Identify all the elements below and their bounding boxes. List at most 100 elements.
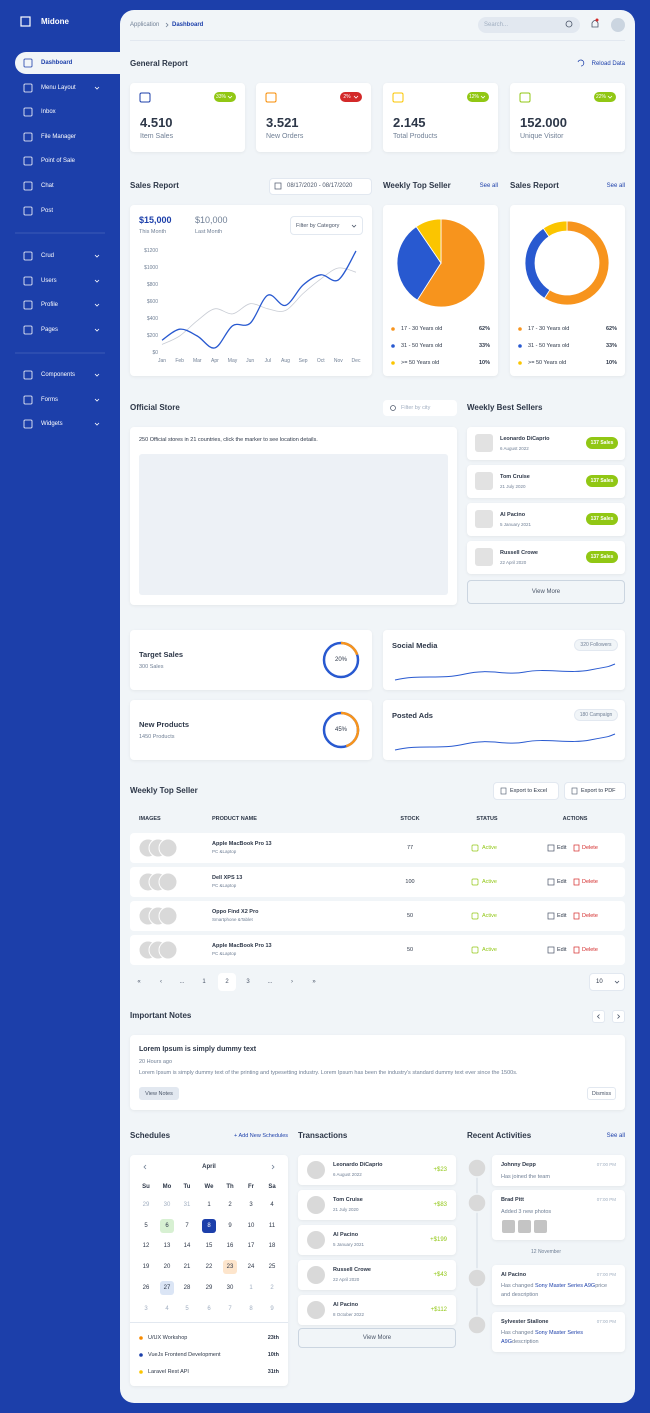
calendar-day[interactable]: 20 [163, 1264, 171, 1271]
dismiss-button[interactable] [587, 1087, 616, 1100]
page-link[interactable]: › [291, 979, 293, 985]
calendar-day[interactable]: 29 [142, 1202, 150, 1208]
menu-item[interactable]: Dashboard [41, 60, 73, 66]
view-notes-label[interactable]: View Notes [145, 1090, 173, 1097]
calendar-day[interactable]: 4 [270, 1202, 274, 1208]
see-all-link[interactable]: See all [606, 183, 625, 189]
calendar-day[interactable]: 13 [163, 1243, 171, 1250]
calendar-day[interactable]: 23 [226, 1264, 234, 1271]
page-link[interactable]: 2 [225, 979, 229, 985]
page-link[interactable]: ... [267, 979, 273, 985]
calendar-day[interactable]: 5 [144, 1222, 148, 1229]
see-all-link[interactable]: See all [479, 183, 498, 189]
edit-action[interactable]: Edit [557, 913, 567, 919]
menu-item[interactable]: Users [41, 278, 57, 284]
calendar-day[interactable]: 26 [142, 1284, 150, 1291]
export-label[interactable]: Export to Excel [510, 788, 547, 794]
calendar-day[interactable]: 19 [142, 1264, 150, 1271]
delete-action[interactable]: Delete [582, 879, 598, 885]
calendar-day[interactable]: 24 [247, 1264, 255, 1271]
calendar-day[interactable]: 15 [205, 1243, 213, 1250]
page-link[interactable]: » [312, 979, 316, 985]
calendar-day[interactable]: 3 [144, 1305, 148, 1312]
calendar-day[interactable]: 6 [165, 1222, 169, 1229]
dismiss-label[interactable]: Dismiss [591, 1090, 612, 1097]
calendar-day[interactable]: 30 [226, 1284, 234, 1291]
calendar-day[interactable]: 8 [207, 1222, 211, 1229]
see-all-link[interactable]: See all [606, 1133, 625, 1139]
breadcrumb[interactable]: Application [130, 22, 160, 28]
calendar-day[interactable]: 8 [249, 1305, 253, 1312]
note-nav-button[interactable] [612, 1010, 625, 1023]
page-size-select[interactable] [589, 973, 625, 991]
calendar-day[interactable]: 7 [185, 1222, 189, 1229]
menu-item[interactable]: Widgets [41, 421, 63, 427]
delete-action[interactable]: Delete [582, 947, 598, 953]
view-notes-button[interactable] [139, 1087, 179, 1100]
search-box[interactable] [478, 17, 580, 33]
view-more-button[interactable] [467, 580, 625, 604]
menu-item[interactable]: Point of Sale [41, 158, 76, 164]
date-range-box[interactable] [269, 178, 372, 195]
add-schedule-link[interactable]: + Add New Schedules [234, 1133, 288, 1139]
category-filter[interactable] [290, 216, 363, 235]
calendar-day[interactable]: 2 [228, 1202, 232, 1208]
calendar-day[interactable]: 22 [205, 1264, 213, 1271]
menu-item[interactable]: Pages [41, 327, 59, 333]
calendar-day[interactable]: 18 [268, 1243, 276, 1250]
menu-item[interactable]: Inbox [41, 109, 56, 115]
city-filter[interactable] [383, 400, 457, 416]
view-more-button[interactable] [298, 1328, 456, 1348]
export-button[interactable] [564, 782, 626, 800]
calendar-day[interactable]: 5 [185, 1305, 189, 1312]
menu-item[interactable]: Menu Layout [41, 85, 76, 91]
calendar-day[interactable]: 29 [205, 1284, 213, 1291]
calendar-day[interactable]: 9 [228, 1222, 232, 1229]
view-more-label[interactable]: View More [531, 589, 561, 595]
calendar-day[interactable]: 9 [270, 1305, 274, 1312]
activity-link[interactable]: Sony Master Series A9G [534, 1283, 596, 1289]
menu-item[interactable]: Components [41, 372, 76, 378]
delete-action[interactable]: Delete [582, 845, 598, 851]
menu-item[interactable]: Forms [41, 397, 58, 403]
calendar-day[interactable]: 3 [249, 1202, 253, 1208]
page-link[interactable]: 1 [202, 979, 206, 985]
calendar-day[interactable]: 28 [183, 1284, 191, 1291]
calendar-day[interactable]: 6 [207, 1305, 211, 1312]
calendar-day[interactable]: 7 [228, 1305, 232, 1312]
edit-action[interactable]: Edit [557, 845, 567, 851]
reload-link[interactable]: Reload Data [591, 61, 625, 67]
page-link[interactable]: ... [179, 979, 185, 985]
export-button[interactable] [493, 782, 559, 800]
delete-action[interactable]: Delete [582, 913, 598, 919]
calendar-day[interactable]: 4 [165, 1305, 169, 1312]
activity-link[interactable]: Sony Master Series A9G [501, 1330, 583, 1345]
calendar-day[interactable]: 25 [268, 1264, 276, 1271]
calendar-day[interactable]: 27 [163, 1284, 171, 1291]
calendar-day[interactable]: 10 [247, 1222, 255, 1229]
menu-item[interactable]: Profile [41, 302, 59, 308]
edit-action[interactable]: Edit [557, 879, 567, 885]
calendar-day[interactable]: 17 [247, 1243, 255, 1250]
menu-item[interactable]: Post [41, 208, 54, 214]
view-more-label[interactable]: View More [362, 1335, 392, 1341]
menu-item[interactable]: Crud [41, 253, 55, 259]
calendar-day[interactable]: 12 [142, 1243, 150, 1250]
page-link[interactable]: ‹ [160, 979, 162, 985]
calendar-day[interactable]: 21 [183, 1264, 191, 1271]
calendar-day[interactable]: 11 [268, 1222, 276, 1229]
calendar-day[interactable]: 2 [270, 1284, 274, 1291]
calendar-day[interactable]: 30 [163, 1202, 171, 1208]
calendar-day[interactable]: 1 [249, 1284, 253, 1291]
page-link[interactable]: 3 [246, 979, 250, 985]
calendar-day[interactable]: 31 [183, 1202, 191, 1208]
calendar-day[interactable]: 16 [226, 1243, 234, 1250]
menu-item[interactable]: Chat [41, 183, 54, 189]
calendar-day[interactable]: 1 [207, 1202, 211, 1208]
menu-item[interactable]: File Manager [41, 134, 77, 140]
edit-action[interactable]: Edit [557, 947, 567, 953]
page-link[interactable]: « [137, 979, 141, 985]
note-nav-button[interactable] [592, 1010, 605, 1023]
export-label[interactable]: Export to PDF [581, 788, 616, 794]
calendar-day[interactable]: 14 [183, 1243, 191, 1250]
